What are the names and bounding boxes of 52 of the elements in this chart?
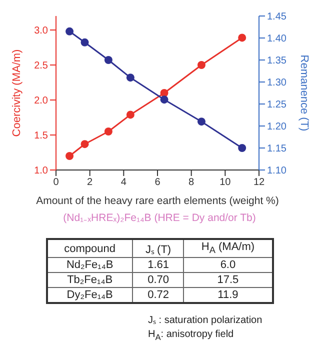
text: H$_{A}$: anisotropy field	[148, 329, 234, 342]
text: (Nd₁₋ₓHREₓ)₂Fe₁₄B (HRE = Dy and/or Tb)	[63, 212, 256, 224]
x-tick-label: 12	[253, 177, 265, 188]
point	[160, 89, 168, 97]
y2-tick-label: 1.45	[267, 12, 287, 23]
text: Jₛ : saturation polarization	[148, 315, 262, 326]
y-tick-label: 1.0	[34, 166, 48, 177]
legend-label: H$_{A}$ (MA/m)	[201, 241, 255, 256]
point	[80, 38, 89, 46]
y-tick-label: 2.0	[34, 96, 48, 107]
y-tick-label: 1.5	[34, 130, 48, 142]
point	[238, 144, 246, 152]
x-tick-label: 4	[120, 177, 127, 188]
category-label: Dy₂Fe₁₄B	[46, 288, 133, 303]
x-tick-label: 2	[87, 177, 94, 188]
y-tick-label: 2.5	[34, 60, 48, 72]
point	[66, 152, 74, 160]
point	[126, 74, 134, 82]
y2-tick-label: 1.10	[267, 166, 287, 177]
category-label: Nd₂Fe₁₄B	[46, 258, 133, 272]
y2-tick-label: 1.40	[267, 34, 287, 45]
x-tick-label: 8	[188, 177, 195, 188]
x-axis-title: Amount of the heavy rare earth elements (weight %)	[36, 195, 279, 207]
x-tick-label: 10	[220, 177, 232, 188]
data-label: 0.72	[132, 288, 184, 303]
data-label: 11.9	[184, 288, 272, 303]
point	[160, 96, 168, 104]
point	[80, 140, 89, 148]
data-label: 1.61	[132, 258, 184, 272]
y2-tick-label: 1.30	[267, 78, 287, 89]
point	[238, 34, 246, 42]
point	[197, 61, 206, 69]
y-tick-label: 3.0	[34, 26, 48, 37]
data-label: 0.70	[132, 272, 184, 288]
y2-axis-title: Remanence (T)	[298, 54, 310, 132]
text: Jₛ (T)	[145, 244, 172, 256]
y2-tick-label: 1.25	[267, 100, 287, 111]
y2-tick-label: 1.20	[267, 122, 287, 133]
point	[104, 56, 112, 64]
data-label: 17.5	[184, 272, 272, 288]
text: compound	[46, 239, 133, 258]
point	[126, 110, 134, 119]
x-tick-label: 6	[154, 177, 161, 188]
data-label: 6.0	[184, 258, 272, 272]
category-label: Tb₂Fe₁₄B	[46, 272, 133, 288]
point	[104, 128, 112, 136]
point	[66, 27, 74, 36]
y2-tick-label: 1.15	[267, 144, 287, 155]
y-axis-title: Coercivity (MA/m)	[10, 49, 23, 137]
y2-tick-label: 1.35	[267, 56, 287, 67]
point	[197, 118, 206, 126]
x-tick-label: 0	[53, 177, 60, 188]
